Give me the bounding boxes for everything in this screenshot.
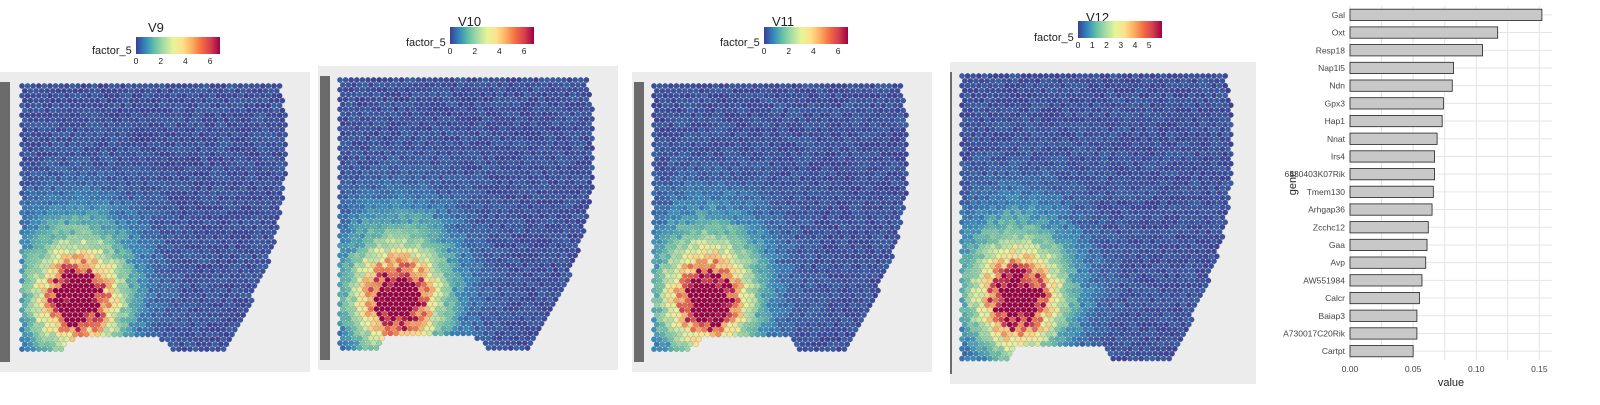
bar-Calcr: [1350, 292, 1419, 303]
spatial-spot-map: [950, 0, 1280, 400]
spatial-spot-map: [632, 0, 962, 400]
colorbar-tick-label: 4: [497, 46, 502, 56]
category-label: Hap1: [1325, 116, 1346, 126]
bar-6330403K07Rik: [1350, 168, 1435, 179]
colorbar-tick-label: 0: [1076, 40, 1081, 50]
colorbar-tick-label: 2: [786, 46, 791, 56]
colorbar-tick-label: 6: [522, 46, 527, 56]
colorbar-tick-label: 6: [208, 56, 213, 66]
x-tick-label: 0.05: [1405, 364, 1422, 374]
colorbar: [1078, 21, 1162, 38]
colorbar-tick-label: 6: [836, 46, 841, 56]
colorbar-tick-label: 4: [811, 46, 816, 56]
category-label: Nnat: [1327, 134, 1346, 144]
category-label: Calcr: [1325, 293, 1345, 303]
category-label: Gal: [1332, 10, 1345, 20]
bar-chart-svg: GalOxtResp18Nap1l5NdnGpx3Hap1NnatIrs4633…: [1280, 0, 1600, 400]
bar-Avp: [1350, 257, 1426, 268]
category-label: A730017C20Rik: [1283, 328, 1346, 338]
bar-Zcchc12: [1350, 222, 1428, 233]
spatial-spot-map: [0, 0, 330, 400]
category-label: Irs4: [1331, 151, 1345, 161]
tissue-edge: [320, 76, 330, 360]
category-label: Arhgap36: [1308, 205, 1345, 215]
colorbar-tick-label: 3: [1118, 40, 1123, 50]
colorbar: [764, 27, 848, 44]
category-label: Oxt: [1332, 28, 1346, 38]
bar-Arhgap36: [1350, 204, 1432, 215]
colorbar-tick-label: 0: [762, 46, 767, 56]
category-label: AW551984: [1303, 275, 1345, 285]
tissue-edge: [950, 72, 952, 374]
bar-Gpx3: [1350, 98, 1443, 109]
category-label: Zcchc12: [1313, 222, 1345, 232]
colorbar-tick-label: 2: [472, 46, 477, 56]
colorbar-tick-label: 2: [158, 56, 163, 66]
x-axis-label: value: [1438, 377, 1464, 389]
spatial-spot-map: [318, 0, 648, 400]
category-label: Cartpt: [1322, 346, 1346, 356]
bar-Cartpt: [1350, 345, 1413, 356]
colorbar-tick-label: 1: [1090, 40, 1095, 50]
x-tick-label: 0.15: [1531, 364, 1548, 374]
category-label: Ndn: [1329, 81, 1345, 91]
colorbar-label: factor_5: [92, 45, 132, 57]
x-tick-label: 0.00: [1342, 364, 1359, 374]
tissue-edge: [634, 82, 644, 362]
colorbar-tick-label: 2: [1104, 40, 1109, 50]
category-label: Baiap3: [1319, 311, 1346, 321]
colorbar-label: factor_5: [406, 37, 446, 49]
spot-grid: [959, 73, 1233, 361]
panel-title: V9: [148, 20, 164, 35]
bar-Gal: [1350, 9, 1542, 20]
y-axis-label: gene: [1287, 171, 1299, 195]
bar-Oxt: [1350, 27, 1498, 38]
x-tick-label: 0.10: [1468, 364, 1485, 374]
bar-A730017C20Rik: [1350, 328, 1417, 339]
bar-Ndn: [1350, 80, 1452, 91]
colorbar-tick-label: 4: [183, 56, 188, 66]
bar-Nnat: [1350, 133, 1437, 144]
colorbar-tick-label: 0: [448, 46, 453, 56]
colorbar-label: factor_5: [1034, 32, 1074, 44]
category-label: Gaa: [1329, 240, 1345, 250]
bar-Hap1: [1350, 115, 1442, 126]
bar-Irs4: [1350, 151, 1435, 162]
bar-Nap1l5: [1350, 62, 1454, 73]
bar-AW551984: [1350, 275, 1422, 286]
bar-Resp18: [1350, 45, 1483, 56]
colorbar-label: factor_5: [720, 37, 760, 49]
category-label: Tmem130: [1307, 187, 1346, 197]
tissue-edge: [0, 82, 10, 362]
category-label: Gpx3: [1325, 98, 1346, 108]
bar-Baiap3: [1350, 310, 1417, 321]
colorbar-tick-label: 5: [1147, 40, 1152, 50]
bar-Tmem130: [1350, 186, 1433, 197]
colorbar: [136, 37, 220, 54]
category-label: Nap1l5: [1318, 63, 1345, 73]
colorbar: [450, 27, 534, 44]
category-label: Resp18: [1316, 45, 1346, 55]
bar-Gaa: [1350, 239, 1427, 250]
colorbar-tick-label: 0: [134, 56, 139, 66]
category-label: Avp: [1331, 258, 1346, 268]
colorbar-tick-label: 4: [1133, 40, 1138, 50]
